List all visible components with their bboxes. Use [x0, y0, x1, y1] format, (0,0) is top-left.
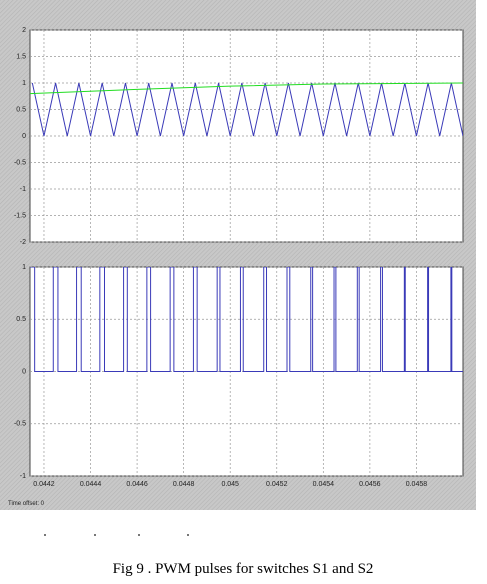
y-tick-label: 1.5: [16, 53, 26, 60]
y-tick-label: -1.5: [14, 212, 26, 219]
series-line: [30, 267, 463, 372]
series-line: [31, 82, 463, 137]
toolbar-marks: [44, 534, 189, 536]
x-tick-label: 0.0454: [313, 481, 335, 488]
x-tick-label: 0.0446: [126, 481, 148, 488]
plot-panel: -2 -1.5 -1 -0.5 0 0.5 1 1.5 2: [14, 27, 464, 246]
time-offset: Time offset: 0: [8, 501, 45, 507]
x-tick-label: 0.0456: [359, 481, 381, 488]
y-tick-label: 1: [22, 264, 26, 271]
figure-caption: Fig 9 . PWM pulses for switches S1 and S…: [113, 561, 374, 577]
y-tick-label: -1: [20, 473, 26, 480]
plot-panel: -1 -0.5 0 0.5 1 0.0442 0.0444 0.0446 0.0448 0.045…: [14, 264, 464, 488]
x-tick-label: 0.0458: [406, 481, 428, 488]
y-tick-label: -2: [20, 239, 26, 246]
y-tick-label: 0: [22, 133, 26, 140]
x-tick-label: 0.0448: [173, 481, 195, 488]
y-tick-label: -0.5: [14, 159, 26, 166]
y-tick-label: 1: [22, 80, 26, 87]
y-tick-label: 2: [22, 27, 26, 34]
y-tick-label: 0: [22, 368, 26, 375]
y-tick-label: 0.5: [16, 316, 26, 323]
series-line: [30, 82, 463, 95]
y-tick-label: -1: [20, 186, 26, 193]
x-tick-label: 0.0442: [33, 481, 55, 488]
x-tick-label: 0.0444: [80, 481, 102, 488]
x-tick-label: 0.0452: [266, 481, 288, 488]
y-tick-label: 0.5: [16, 106, 26, 113]
x-tick-label: 0.045: [221, 481, 239, 488]
y-tick-label: -0.5: [14, 421, 26, 428]
